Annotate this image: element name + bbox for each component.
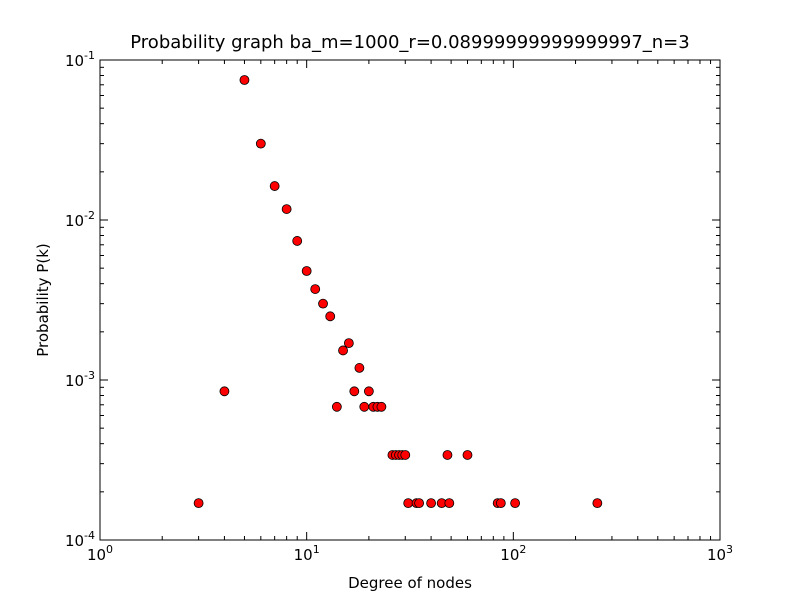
- data-point: [592, 498, 603, 509]
- data-point: [239, 75, 250, 85]
- data-point: [400, 450, 411, 460]
- x-tick-label: 101: [294, 543, 320, 564]
- data-point: [414, 498, 425, 509]
- data-point: [510, 498, 521, 509]
- x-tick-label: 102: [500, 543, 526, 564]
- data-point: [325, 311, 336, 322]
- data-point: [343, 338, 354, 349]
- data-point: [331, 401, 342, 412]
- data-point: [219, 386, 230, 397]
- data-point: [442, 450, 453, 460]
- data-point: [363, 386, 374, 397]
- axis-ticks: [99, 59, 721, 541]
- x-tick-label: 100: [87, 543, 113, 564]
- data-point: [310, 284, 321, 294]
- data-point: [255, 138, 266, 149]
- data-point: [349, 386, 360, 397]
- y-tick-label: 10-4: [65, 529, 95, 550]
- plot-area-frame: [99, 59, 721, 541]
- data-point: [444, 498, 455, 509]
- data-point: [292, 236, 303, 246]
- data-point: [281, 204, 292, 214]
- data-point: [403, 498, 414, 509]
- y-axis-label: Probability P(k): [34, 243, 52, 357]
- data-point: [193, 498, 204, 509]
- x-tick-label: 103: [707, 543, 733, 564]
- data-points: [193, 75, 603, 509]
- data-point: [495, 498, 506, 509]
- data-point: [462, 450, 473, 460]
- data-point: [354, 363, 365, 373]
- axis-tick-labels: 100 101 102 103 10-4 10-3 10-2 10-1: [65, 49, 733, 564]
- data-point: [301, 266, 312, 276]
- data-point: [318, 298, 328, 309]
- y-tick-label: 10-3: [65, 369, 95, 390]
- data-point: [338, 345, 348, 356]
- chart-title: Probability graph ba_m=1000_r=0.08999999…: [130, 32, 689, 53]
- y-tick-label: 10-1: [65, 49, 95, 70]
- data-point: [426, 498, 436, 509]
- x-axis-label: Degree of nodes: [348, 574, 472, 592]
- data-point: [359, 401, 370, 412]
- y-tick-label: 10-2: [65, 209, 95, 230]
- data-point: [376, 401, 387, 412]
- data-point: [269, 181, 280, 191]
